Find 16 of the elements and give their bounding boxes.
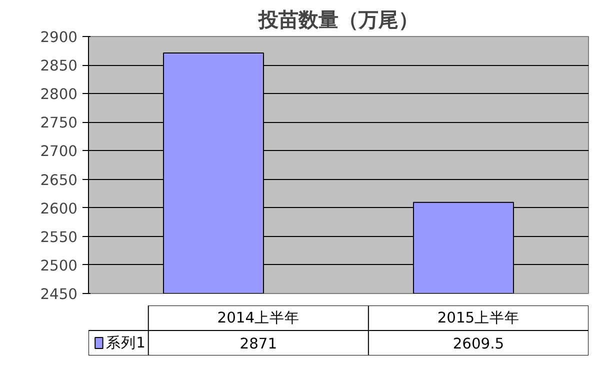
y-tick-label: 2800	[40, 86, 78, 104]
data-label: 2609.5	[452, 336, 504, 352]
y-tick-label: 2600	[40, 200, 78, 218]
x-tick-label: 2014上半年	[217, 310, 300, 326]
y-tick-label: 2750	[40, 114, 78, 132]
y-tick-label: 2500	[40, 257, 78, 274]
y-tick-label: 2700	[40, 143, 78, 160]
legend-label: 系列1	[106, 334, 146, 352]
y-tick-label: 2650	[40, 172, 78, 189]
x-tick-label: 2015上半年	[437, 310, 520, 326]
y-tick-label: 2850	[40, 58, 78, 75]
chart-title: 投苗数量（万尾）	[258, 8, 418, 32]
y-tick-label: 2450	[40, 286, 78, 303]
y-tick-label: 2900	[40, 29, 78, 46]
y-tick-label: 2550	[40, 228, 78, 246]
data-label: 2871	[240, 336, 278, 352]
